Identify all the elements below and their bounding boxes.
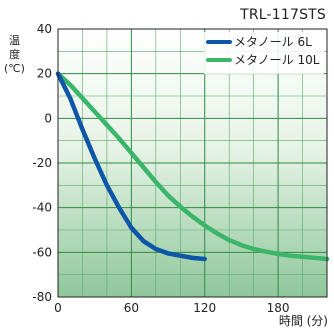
y-tick-label: 40 bbox=[37, 22, 52, 36]
y-axis-label-3: (℃) bbox=[4, 62, 25, 75]
x-tick-label: 120 bbox=[193, 301, 216, 315]
series-layer bbox=[55, 71, 330, 262]
y-tick-label: 0 bbox=[44, 111, 52, 125]
legend: メタノール 6L メタノール 10L bbox=[204, 32, 324, 74]
y-tick-label: -60 bbox=[32, 245, 52, 259]
x-axis-label: 時間 (分) bbox=[278, 314, 328, 328]
x-tick-label: 0 bbox=[54, 301, 62, 315]
legend-label: メタノール 10L bbox=[234, 53, 320, 67]
y-axis-label-2: 度 bbox=[9, 48, 20, 61]
legend-box bbox=[204, 32, 324, 74]
legend-label: メタノール 6L bbox=[234, 35, 312, 49]
chart-title: TRL-117STS bbox=[240, 7, 326, 23]
y-tick-label: -40 bbox=[32, 201, 52, 215]
series-line-1 bbox=[55, 71, 207, 262]
y-tick-label: -80 bbox=[32, 290, 52, 304]
x-tick-label: 180 bbox=[267, 301, 290, 315]
y-tick-label: -20 bbox=[32, 156, 52, 170]
x-tick-label: 60 bbox=[124, 301, 139, 315]
series-line-2 bbox=[55, 71, 330, 262]
y-tick-label: 20 bbox=[37, 67, 52, 81]
plot-frame bbox=[57, 28, 328, 298]
y-axis-label-1: 温 bbox=[9, 34, 20, 47]
